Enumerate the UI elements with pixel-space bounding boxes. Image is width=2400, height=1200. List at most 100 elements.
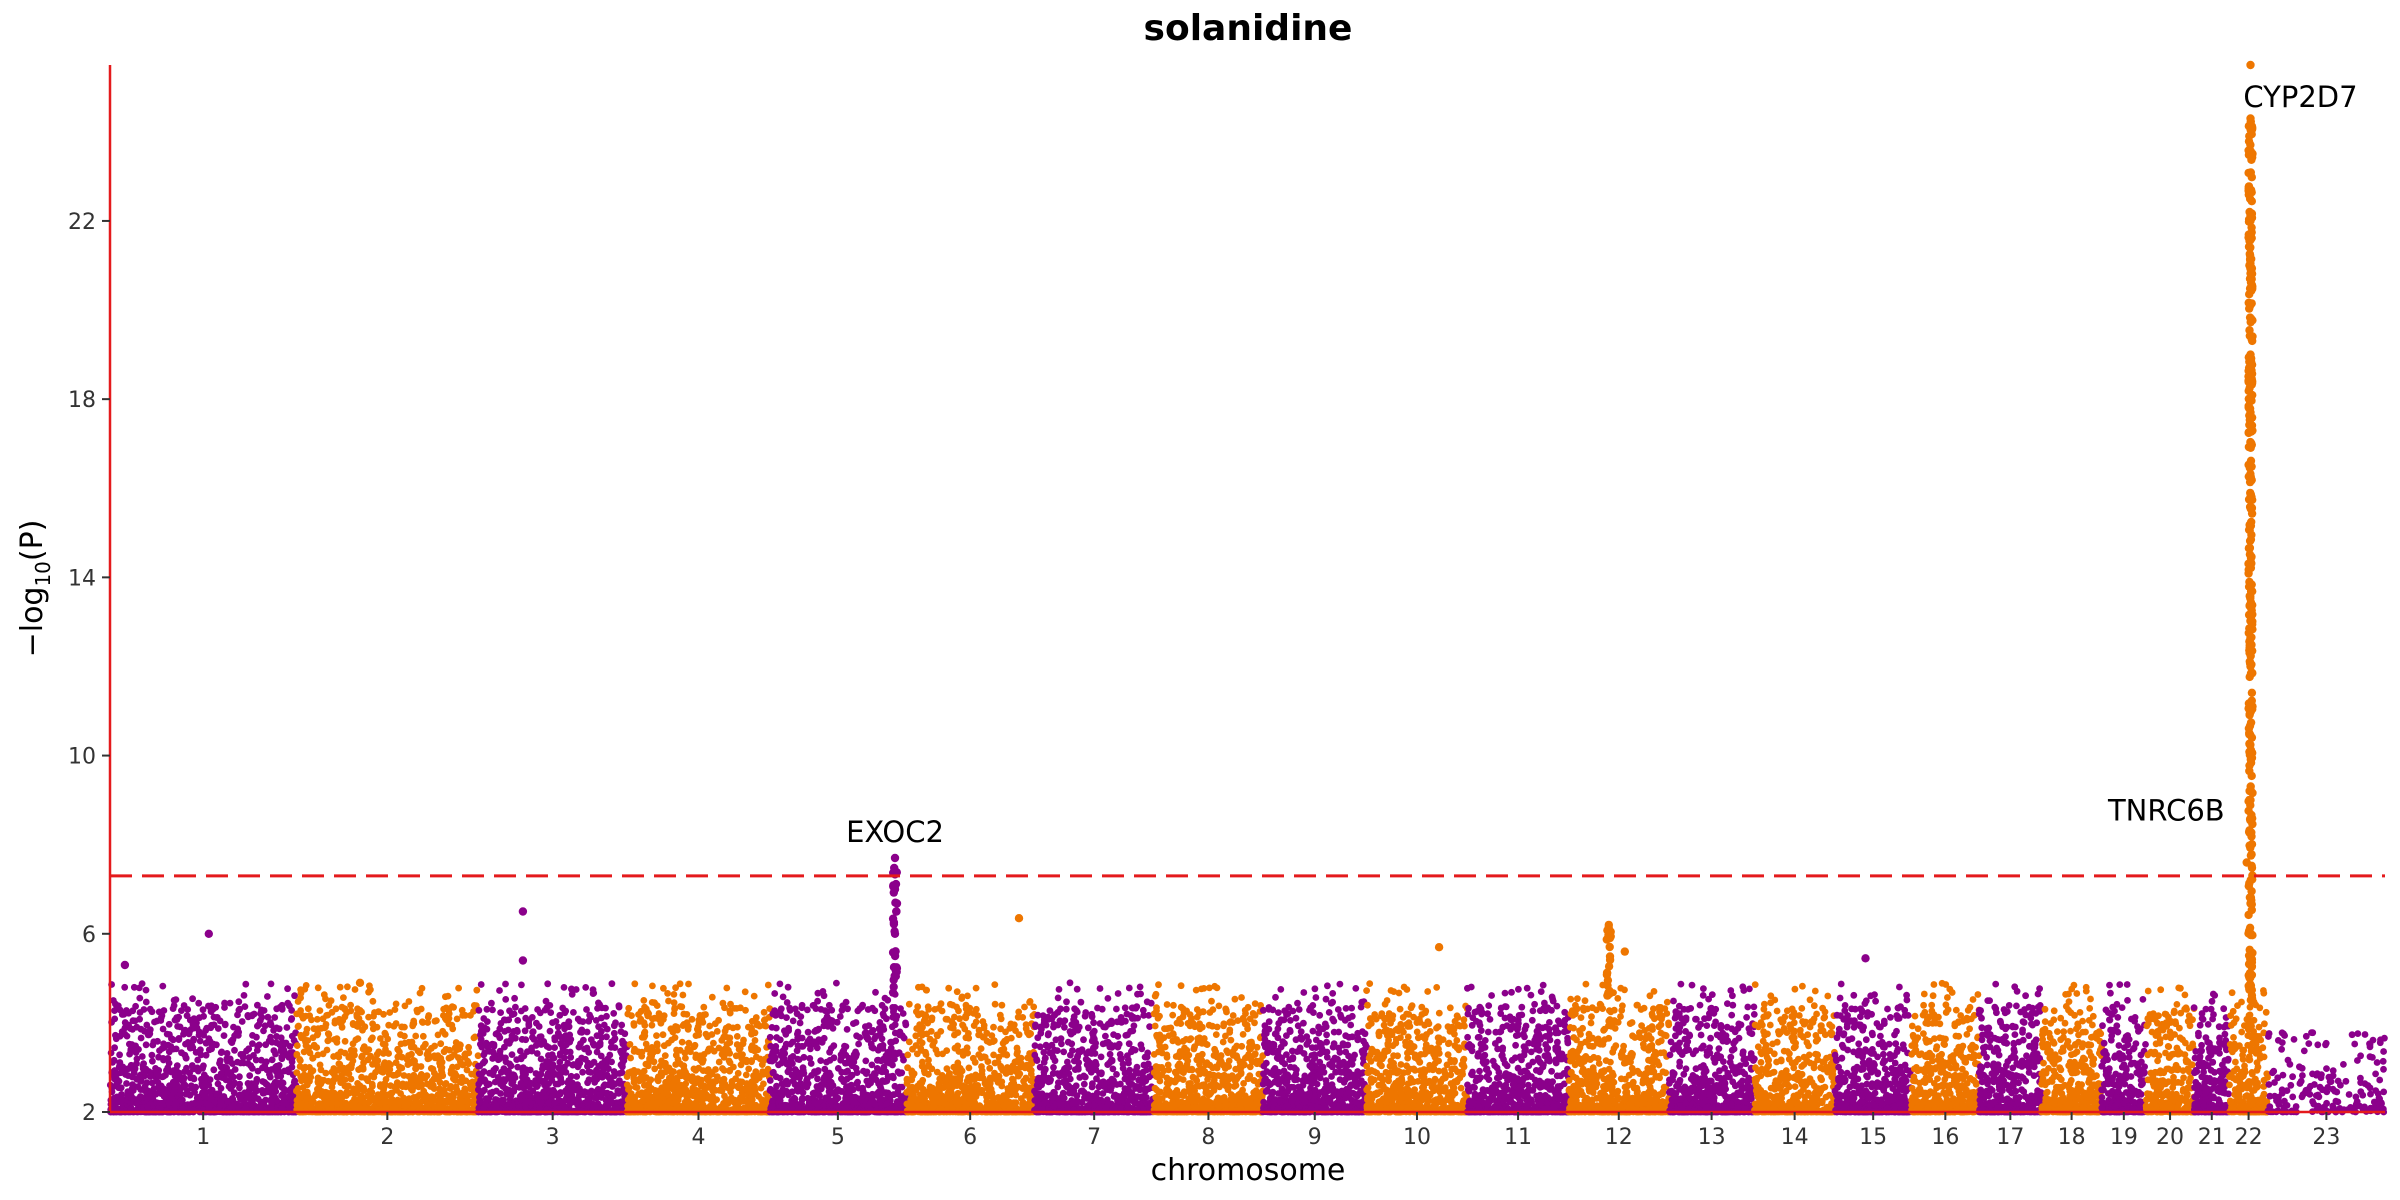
- snp-point: [739, 1057, 747, 1065]
- snp-point: [705, 1045, 713, 1053]
- snp-point: [500, 1016, 508, 1024]
- snp-point: [575, 1097, 582, 1104]
- snp-point: [365, 1013, 372, 1021]
- snp-point: [419, 1032, 427, 1040]
- snp-point: [475, 1062, 482, 1070]
- snp-point: [579, 1068, 586, 1076]
- snp-point: [598, 1027, 605, 1035]
- snp-point: [680, 1086, 688, 1093]
- snp-point: [231, 1079, 239, 1087]
- snp-point: [335, 1060, 343, 1068]
- snp-point: [463, 1066, 471, 1074]
- snp-point: [264, 1013, 272, 1021]
- snp-point: [136, 1009, 144, 1016]
- snp-point: [313, 1015, 321, 1023]
- snp-point: [364, 1077, 372, 1085]
- snp-point: [236, 1073, 243, 1081]
- snp-point: [138, 1053, 146, 1060]
- snp-point: [226, 999, 234, 1007]
- snp-point: [171, 1016, 179, 1024]
- snp-point: [650, 1058, 658, 1066]
- snp-point: [804, 1006, 811, 1014]
- snp-point: [719, 1103, 727, 1110]
- snp-point: [556, 1090, 564, 1098]
- snp-point: [148, 1051, 156, 1059]
- snp-point: [210, 1040, 218, 1048]
- snp-point: [627, 1054, 634, 1062]
- snp-point: [655, 1016, 663, 1023]
- snp-point: [564, 1079, 572, 1087]
- snp-point: [257, 1056, 265, 1064]
- snp-point: [235, 998, 243, 1006]
- snp-point: [551, 1034, 559, 1042]
- snp-point: [625, 1004, 633, 1012]
- snp-point: [286, 1049, 294, 1057]
- snp-point: [369, 997, 377, 1005]
- snp-point: [456, 1099, 463, 1107]
- snp-point: [296, 1094, 303, 1101]
- snp-point: [367, 1052, 374, 1060]
- snp-point: [661, 1052, 669, 1059]
- snp-point: [455, 984, 462, 992]
- snp-point: [210, 1066, 218, 1074]
- snp-point: [282, 1039, 290, 1047]
- snp-point: [196, 1037, 204, 1045]
- snp-point: [293, 1051, 301, 1058]
- snp-point: [194, 1056, 202, 1064]
- snp-point: [170, 1098, 178, 1106]
- snp-point: [660, 984, 667, 992]
- snp-point: [712, 1086, 719, 1094]
- snp-point: [405, 998, 413, 1005]
- snp-point: [540, 1088, 548, 1096]
- snp-point: [649, 1015, 656, 1023]
- snp-point: [246, 1083, 253, 1090]
- snp-point: [546, 1027, 554, 1035]
- snp-point: [111, 1044, 118, 1052]
- snp-point: [560, 984, 568, 991]
- snp-point: [596, 1001, 603, 1009]
- snp-point: [359, 1045, 367, 1053]
- snp-point: [632, 1083, 639, 1091]
- snp-point: [608, 1058, 615, 1066]
- snp-point: [552, 1018, 560, 1025]
- snp-point: [648, 1044, 656, 1051]
- snp-point: [684, 1025, 692, 1033]
- chromosome-2-points: [293, 982, 482, 1116]
- snp-point: [460, 1077, 467, 1084]
- snp-point: [617, 1047, 624, 1055]
- snp-point: [404, 1096, 411, 1104]
- chromosome-4-points: [623, 980, 774, 1116]
- snp-point: [267, 1033, 274, 1041]
- snp-point: [340, 994, 347, 1001]
- snp-point: [196, 1099, 204, 1106]
- snp-point: [304, 1005, 312, 1013]
- snp-point: [297, 989, 305, 997]
- snp-point: [685, 1039, 693, 1047]
- snp-point: [135, 984, 143, 992]
- snp-point: [386, 1061, 394, 1069]
- snp-point: [200, 1012, 208, 1020]
- snp-point: [414, 1008, 421, 1016]
- snp-point: [492, 1103, 500, 1111]
- snp-point: [223, 1064, 231, 1072]
- snp-point: [651, 1065, 659, 1073]
- snp-point: [416, 1102, 424, 1110]
- snp-point: [830, 1042, 838, 1050]
- snp-point: [685, 980, 692, 988]
- snp-point: [639, 1097, 647, 1105]
- snp-point: [305, 1044, 313, 1052]
- snp-point: [718, 1082, 726, 1089]
- snp-point: [638, 1052, 646, 1060]
- snp-point: [723, 984, 731, 992]
- snp-point: [347, 1046, 355, 1054]
- snp-point: [549, 1061, 557, 1069]
- snp-point: [630, 1021, 638, 1029]
- snp-point: [563, 1089, 570, 1096]
- snp-point: [603, 1025, 611, 1033]
- snp-point: [442, 1080, 450, 1087]
- snp-point: [341, 1037, 349, 1045]
- snp-point: [234, 1058, 241, 1066]
- snp-point: [153, 1069, 161, 1077]
- snp-point: [511, 994, 518, 1002]
- snp-point: [361, 1023, 369, 1031]
